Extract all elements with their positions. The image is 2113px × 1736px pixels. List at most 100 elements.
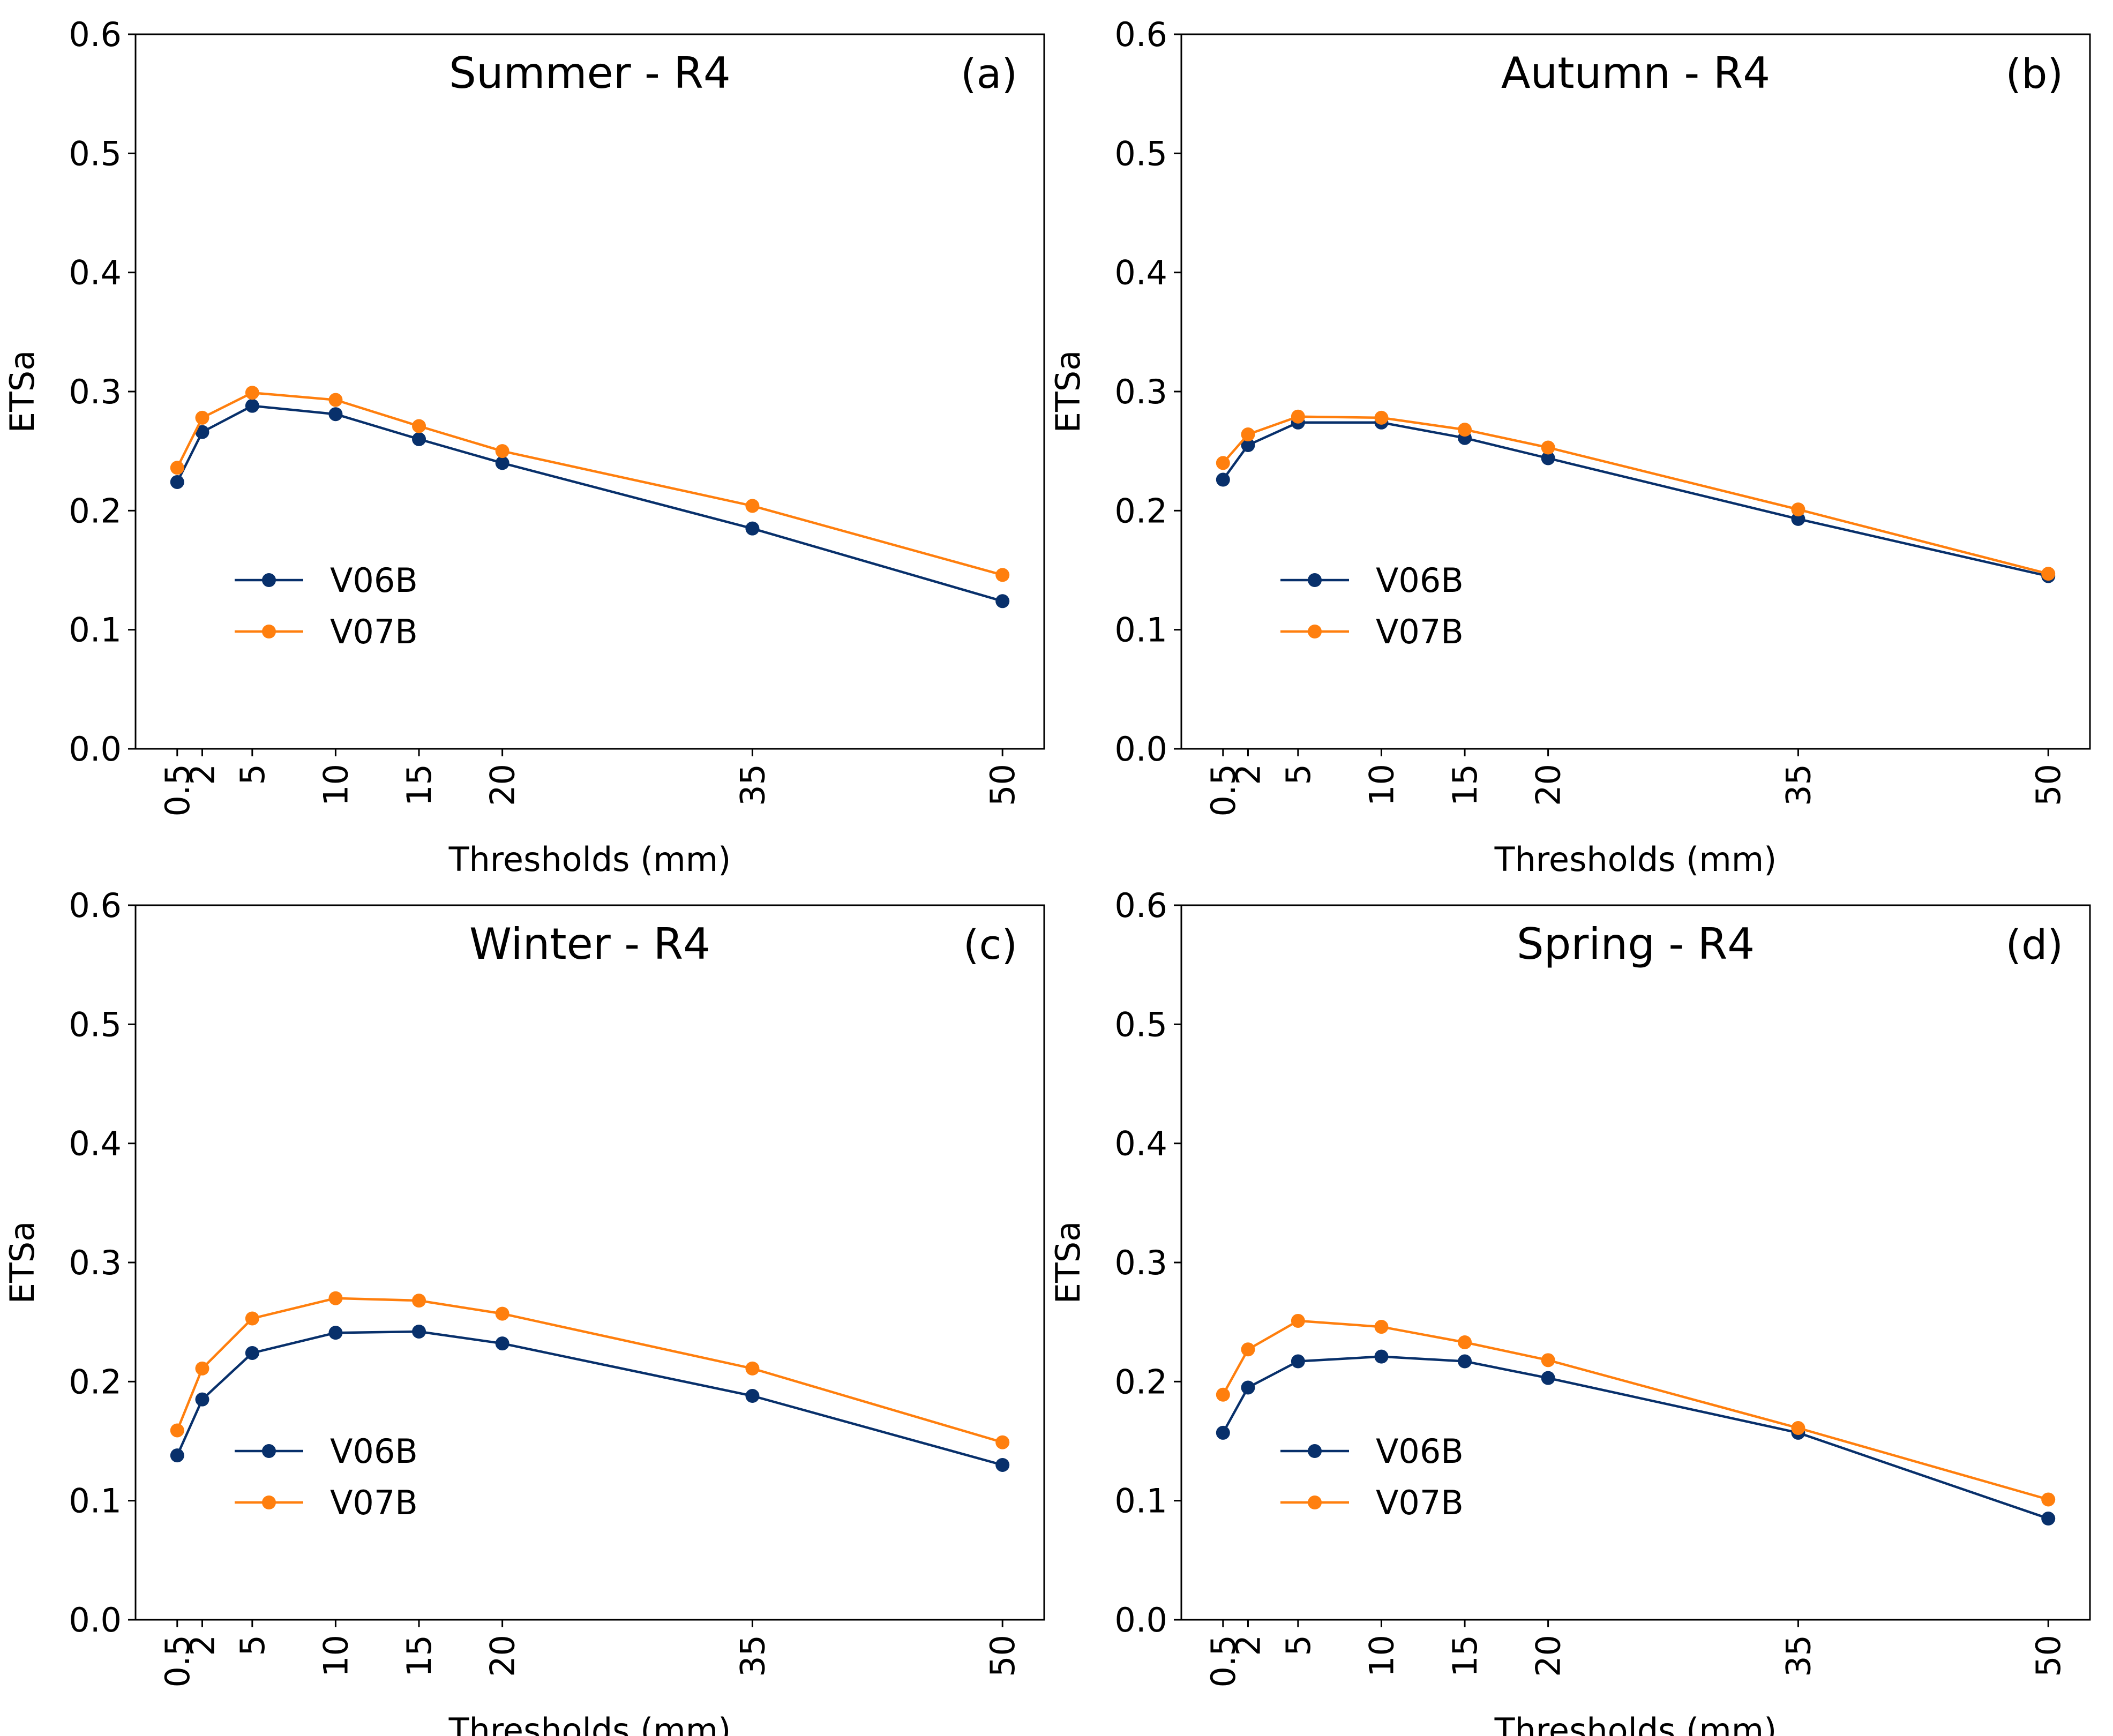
- x-tick-label: 10: [316, 764, 355, 806]
- data-point-v07b: [1291, 409, 1305, 424]
- x-tick-label: 5: [233, 1635, 272, 1656]
- data-point-v06b: [1241, 438, 1255, 453]
- data-point-v07b: [328, 1291, 343, 1305]
- x-tick-label: 20: [483, 1635, 522, 1677]
- y-tick-label: 0.0: [69, 1600, 122, 1640]
- data-point-v07b: [1458, 1335, 1472, 1349]
- series-line-v06b: [1222, 421, 2049, 577]
- x-tick-label: 35: [733, 1635, 772, 1677]
- x-tick-label: 5: [1279, 764, 1318, 785]
- chart-title: Spring - R4: [1517, 919, 1755, 969]
- x-tick-label: 35: [733, 764, 772, 806]
- legend-swatch-marker: [1308, 1495, 1322, 1509]
- y-tick-label: 0.3: [1114, 1243, 1167, 1282]
- chart-title: Winter - R4: [469, 919, 710, 969]
- y-tick-label: 0.0: [1114, 1600, 1167, 1640]
- panel-label: (d): [2005, 921, 2063, 968]
- data-point-v07b: [745, 1361, 760, 1376]
- series-line-v06b: [176, 404, 1003, 603]
- data-point-v07b: [995, 568, 1010, 582]
- data-point-v07b: [1541, 440, 1555, 455]
- data-point-v07b: [195, 410, 209, 425]
- data-point-v06b: [745, 521, 760, 536]
- legend-swatch-marker: [262, 625, 276, 638]
- y-tick-label: 0.2: [69, 1362, 122, 1401]
- x-tick-label: 2: [183, 1635, 222, 1656]
- x-tick-label: 15: [400, 764, 439, 806]
- x-tick-label: 50: [983, 764, 1022, 806]
- data-point-v06b: [495, 456, 509, 470]
- legend-item-v06b: V06B: [1280, 1432, 1464, 1471]
- y-axis-label: ETSa: [3, 1221, 42, 1304]
- x-tick-label: 15: [1445, 764, 1485, 806]
- legend-label: V07B: [330, 1483, 418, 1522]
- legend-label: V06B: [330, 1432, 418, 1471]
- x-tick-label: 15: [400, 1635, 439, 1677]
- data-point-v07b: [1291, 1313, 1305, 1328]
- data-point-v06b: [1241, 1380, 1255, 1395]
- data-point-v06b: [995, 594, 1010, 608]
- data-point-v06b: [495, 1336, 509, 1351]
- panel-label: (b): [2005, 50, 2063, 97]
- x-tick-label: 0.5: [158, 764, 197, 817]
- y-axis-label: ETSa: [1048, 350, 1088, 433]
- legend-swatch-marker: [262, 1444, 276, 1458]
- x-tick-label: 35: [1779, 764, 1818, 806]
- legend-swatch-marker: [1308, 1444, 1322, 1458]
- x-tick-label: 0.5: [1204, 764, 1243, 817]
- legend-item-v06b: V06B: [235, 1432, 418, 1471]
- y-tick-label: 0.6: [69, 15, 122, 54]
- data-point-v07b: [1791, 1421, 1805, 1436]
- y-tick-label: 0.4: [69, 1124, 122, 1163]
- y-tick-label: 0.1: [1114, 611, 1167, 650]
- data-point-v07b: [495, 444, 509, 459]
- y-tick-label: 0.1: [69, 611, 122, 650]
- legend-swatch-marker: [262, 573, 276, 587]
- x-tick-label: 50: [983, 1635, 1022, 1677]
- data-point-v07b: [1541, 1353, 1555, 1367]
- data-point-v06b: [170, 1448, 184, 1463]
- series-line-v07b: [1222, 415, 2049, 575]
- y-tick-label: 0.1: [1114, 1482, 1167, 1521]
- data-point-v07b: [1241, 1342, 1255, 1357]
- y-tick-label: 0.6: [69, 886, 122, 925]
- legend-item-v06b: V06B: [1280, 561, 1464, 600]
- x-tick-label: 0.5: [158, 1635, 197, 1688]
- axes-frame: [134, 33, 1045, 750]
- data-point-v06b: [1374, 1349, 1389, 1364]
- panel-label: (a): [961, 50, 1017, 97]
- y-tick-label: 0.0: [69, 730, 122, 769]
- series-line-v07b: [176, 1297, 1003, 1444]
- data-point-v07b: [2041, 567, 2056, 581]
- data-point-v07b: [745, 499, 760, 513]
- legend-swatch-marker: [262, 1495, 276, 1509]
- legend-item-v07b: V07B: [1280, 1483, 1464, 1522]
- data-point-v06b: [170, 475, 184, 489]
- y-tick-label: 0.6: [1114, 15, 1167, 54]
- legend-item-v06b: V06B: [235, 561, 418, 600]
- chart-title: Autumn - R4: [1501, 48, 1770, 98]
- x-tick-label: 10: [1362, 1635, 1401, 1677]
- x-tick-label: 20: [1529, 764, 1568, 806]
- data-point-v06b: [195, 425, 209, 439]
- x-axis-label: Thresholds (mm): [1494, 1711, 1777, 1736]
- x-tick-label: 2: [1228, 1635, 1268, 1656]
- y-tick-label: 0.2: [1114, 491, 1167, 530]
- y-tick-label: 0.5: [1114, 1005, 1167, 1044]
- legend-label: V07B: [330, 612, 418, 651]
- legend-label: V07B: [1376, 612, 1464, 651]
- data-point-v07b: [328, 393, 343, 407]
- data-point-v07b: [245, 1311, 259, 1326]
- y-tick-label: 0.4: [69, 253, 122, 292]
- data-point-v07b: [195, 1361, 209, 1376]
- data-point-v07b: [1458, 423, 1472, 437]
- x-tick-label: 15: [1445, 1635, 1485, 1677]
- data-point-v06b: [1458, 1354, 1472, 1369]
- x-tick-label: 35: [1779, 1635, 1818, 1677]
- data-point-v06b: [1216, 1425, 1230, 1440]
- x-tick-label: 2: [1228, 764, 1268, 785]
- x-tick-label: 10: [316, 1635, 355, 1677]
- data-point-v06b: [245, 1346, 259, 1360]
- data-point-v06b: [1791, 512, 1805, 526]
